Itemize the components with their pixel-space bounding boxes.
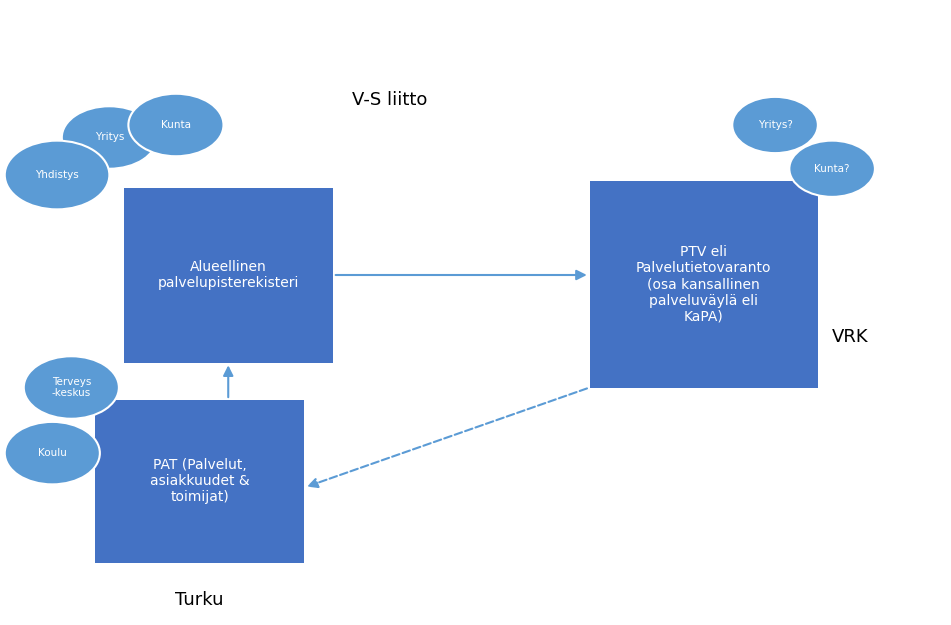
Circle shape <box>789 141 875 197</box>
Text: Yritys: Yritys <box>95 132 124 142</box>
Circle shape <box>24 356 119 419</box>
Text: Turku: Turku <box>176 591 223 609</box>
Text: Alueellinen
palvelupisterekisteri: Alueellinen palvelupisterekisteri <box>158 260 299 290</box>
Text: Koulu: Koulu <box>38 448 67 458</box>
Text: Yhdistys: Yhdistys <box>35 170 79 180</box>
Text: VRK: VRK <box>832 329 869 346</box>
Text: Kunta: Kunta <box>161 120 191 130</box>
Text: Terveys
-keskus: Terveys -keskus <box>51 377 91 398</box>
Circle shape <box>5 422 100 484</box>
Text: PAT (Palvelut,
asiakkuudet &
toimijat): PAT (Palvelut, asiakkuudet & toimijat) <box>150 458 249 504</box>
Text: V-S liitto: V-S liitto <box>352 91 427 109</box>
Circle shape <box>5 141 109 209</box>
Text: Yritys?: Yritys? <box>758 120 792 130</box>
FancyBboxPatch shape <box>95 400 304 562</box>
Circle shape <box>62 106 157 169</box>
Text: Kunta?: Kunta? <box>814 164 850 174</box>
FancyBboxPatch shape <box>124 188 333 362</box>
Circle shape <box>732 97 818 153</box>
Text: PTV eli
Palvelutietovaranto
(osa kansallinen
palveluväylä eli
KaPA): PTV eli Palvelutietovaranto (osa kansall… <box>636 245 771 324</box>
Circle shape <box>128 94 223 156</box>
FancyBboxPatch shape <box>590 181 818 388</box>
